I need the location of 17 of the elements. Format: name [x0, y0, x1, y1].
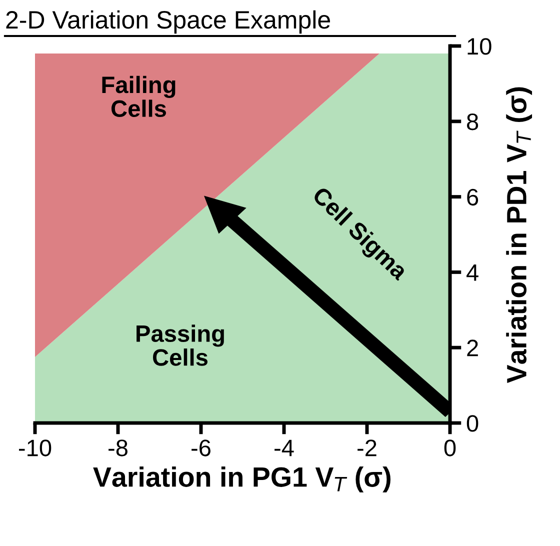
- y-tick-label: 4: [466, 264, 478, 281]
- x-axis-title: Variation in PG1 V$_{T}$ (σ): [93, 466, 390, 492]
- chart-title: 2-D Variation Space Example: [6, 10, 330, 34]
- annotation: Passing Cells: [136, 324, 224, 366]
- x-tick-label: -10: [18, 440, 52, 456]
- x-tick-label: -6: [192, 440, 210, 456]
- annotation: Failing Cells: [102, 76, 176, 118]
- y-tick-label: 0: [466, 415, 478, 432]
- y-tick-label: 6: [467, 188, 478, 206]
- x-tick-label: 0: [444, 440, 456, 456]
- y-tick-label: 8: [467, 113, 478, 130]
- x-tick-label: -2: [358, 440, 376, 456]
- y-tick-label: 10: [468, 38, 492, 55]
- x-tick-label: -8: [108, 440, 128, 456]
- x-tick-label: -4: [274, 440, 294, 456]
- y-axis-title: Variation in PD1 V$_{T}$ (σ): [506, 87, 532, 384]
- y-tick-label: 2: [467, 340, 478, 356]
